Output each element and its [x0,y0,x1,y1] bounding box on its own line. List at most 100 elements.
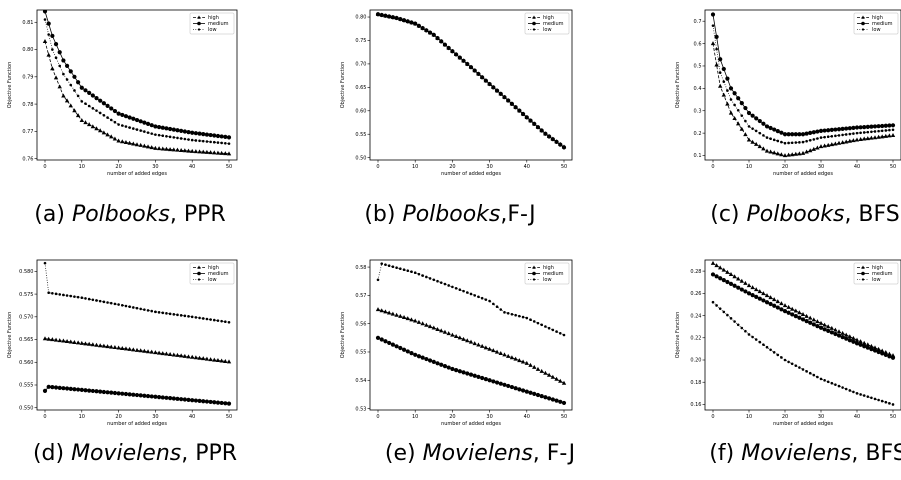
marker-high [746,137,752,142]
marker-medium [736,96,741,101]
marker-high [836,140,842,145]
marker-low [161,311,165,315]
marker-low [499,308,503,311]
marker-high [779,301,784,306]
marker-medium [714,274,719,279]
marker-low [884,400,888,404]
marker-high [869,135,874,140]
marker-high [193,355,199,360]
marker-high [86,341,92,346]
caption-e: (e) Movielens, F-J [384,441,576,466]
marker-high [153,350,158,355]
marker-medium [168,126,173,132]
marker-high [757,144,762,149]
y-tick-label: 0.20 [690,358,701,364]
marker-high [190,354,195,359]
marker-high [145,349,151,354]
marker-high [398,313,403,318]
legend-label-high: high [208,265,219,271]
marker-low [47,291,50,295]
marker-medium [554,398,559,403]
marker-medium [101,389,106,395]
y-tick-label: 0.70 [355,62,366,68]
marker-medium [197,131,202,136]
marker-high [105,132,110,137]
x-tick-label: 0 [43,164,46,170]
marker-high [116,345,121,350]
marker-low [146,131,150,134]
marker-medium [83,388,88,393]
marker-high [420,321,425,326]
marker-low [395,16,398,19]
x-tick-label: 20 [115,164,121,170]
marker-medium [390,342,395,347]
marker-medium [127,392,132,397]
x-tick-label: 30 [152,164,158,170]
marker-medium [201,132,206,137]
marker-low [62,293,65,297]
marker-medium [413,352,418,357]
caption-b: (b) Polbooks,F-J [364,202,536,227]
marker-low [176,136,179,140]
marker-medium [750,113,755,118]
marker-low [844,133,848,136]
marker-high [844,332,849,337]
marker-low [447,46,450,49]
marker-high [68,339,73,344]
marker-high [528,362,533,367]
series-line-high [712,43,894,156]
marker-high [94,342,99,347]
x-tick-label: 40 [854,414,860,420]
marker-high [543,370,548,375]
marker-low [113,302,117,306]
marker-high [105,344,110,349]
legend-marker-low [532,278,536,281]
marker-high [219,150,224,155]
marker-medium [739,101,744,106]
marker-medium [509,384,515,390]
legend-marker-medium [532,21,536,26]
y-tick-label: 0.81 [22,20,33,26]
marker-high [714,263,719,268]
marker-low [503,311,506,314]
marker-low [428,277,432,280]
legend-label-high: high [543,15,554,21]
marker-high [416,319,422,324]
marker-low [216,319,220,322]
marker-high [64,98,70,103]
marker-high [212,150,217,155]
marker-medium [836,333,842,338]
marker-high [883,133,888,138]
x-tick-label: 30 [486,414,492,420]
x-tick-label: 40 [189,164,195,170]
legend-box [189,262,235,285]
marker-low [51,48,54,51]
marker-low [143,130,146,133]
marker-high [764,293,770,298]
marker-medium [201,399,206,404]
marker-medium [872,124,878,129]
y-tick-label: 0.560 [19,360,33,366]
marker-low [830,381,834,385]
marker-medium [786,132,791,137]
marker-medium [491,379,496,384]
marker-high [101,343,107,348]
marker-high [739,278,744,283]
marker-medium [539,394,544,399]
marker-low [841,133,844,137]
marker-high [797,310,802,315]
marker-low [877,398,880,402]
legend-box [853,12,899,35]
marker-low [469,292,473,296]
marker-medium [90,93,95,98]
marker-medium [790,312,795,317]
marker-high [876,134,881,139]
legend-marker-low [197,28,201,31]
marker-medium [797,132,802,137]
marker-low [462,289,465,293]
marker-low [834,134,837,138]
marker-low [841,386,844,389]
marker-low [740,114,744,117]
marker-low [888,402,891,405]
